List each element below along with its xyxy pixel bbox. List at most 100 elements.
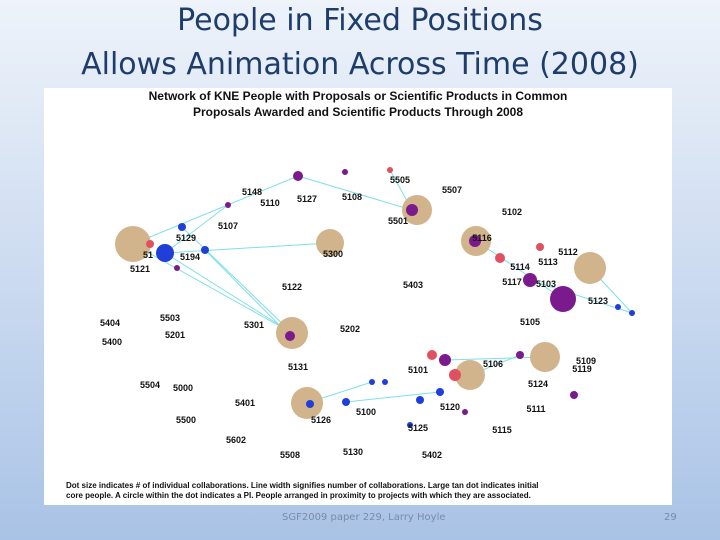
person-dot [285, 331, 295, 341]
person-dot [439, 354, 451, 366]
node-label: 5126 [311, 415, 331, 425]
core-dot [530, 342, 560, 372]
slide-title: Allows Animation Across Time (2008) [81, 47, 639, 82]
person-dot [462, 409, 468, 415]
node-label: 5113 [538, 257, 558, 267]
node-label: 5109 [576, 356, 596, 366]
core-dot [115, 226, 151, 262]
core-dot [455, 360, 485, 390]
node-label: 5105 [520, 317, 540, 327]
node-label: 5508 [280, 450, 300, 460]
node-label: 5504 [140, 380, 160, 390]
node-label: 5503 [160, 313, 180, 323]
person-dot [436, 388, 444, 396]
figure-heading: Network of KNE People with Proposals or … [149, 89, 568, 103]
person-dot [495, 253, 505, 263]
node-label: 51 [143, 250, 153, 260]
node-label: 5114 [510, 262, 530, 272]
node-label: 5194 [180, 252, 200, 262]
person-dot [523, 273, 537, 287]
figure-caption: Dot size indicates # of individual colla… [66, 481, 539, 490]
node-label: 5202 [340, 324, 360, 334]
person-dot [387, 167, 393, 173]
person-dot [178, 223, 186, 231]
node-label: 5122 [282, 282, 302, 292]
node-label: 5116 [472, 233, 492, 243]
node-label: 5505 [390, 175, 410, 185]
person-dot [293, 171, 303, 181]
person-dot [629, 310, 635, 316]
node-label: 5115 [492, 425, 512, 435]
node-label: 5112 [558, 247, 578, 257]
node-label: 5402 [422, 450, 442, 460]
person-dot [615, 304, 621, 310]
node-label: 5401 [235, 398, 255, 408]
node-label: 5103 [536, 279, 556, 289]
node-label: 5501 [388, 216, 408, 226]
node-label: 5121 [130, 264, 150, 274]
node-label: 5117 [502, 277, 522, 287]
person-dot [225, 202, 231, 208]
edge [164, 242, 331, 254]
core-dot [316, 229, 344, 257]
node-label: 5148 [242, 187, 262, 197]
node-label: 5129 [176, 233, 196, 243]
person-dot [536, 243, 544, 251]
footer-source: SGF2009 paper 229, Larry Hoyle [282, 512, 446, 523]
person-dot [201, 246, 209, 254]
person-dot [174, 265, 180, 271]
node-label: 5100 [356, 407, 376, 417]
figure-background [44, 88, 672, 505]
node-label: 5602 [226, 435, 246, 445]
edge [529, 279, 633, 314]
edge [164, 252, 293, 334]
edge [444, 356, 546, 361]
node-label: 5119 [572, 364, 592, 374]
node-label: 5120 [440, 402, 460, 412]
node-label: 5301 [244, 320, 264, 330]
person-dot [449, 369, 461, 381]
node-label: 5404 [100, 318, 120, 328]
node-label: 5131 [288, 362, 308, 372]
node-label: 5110 [260, 198, 280, 208]
node-label: 5123 [588, 296, 608, 306]
node-label: 5300 [323, 249, 343, 259]
node-label: 5201 [165, 330, 185, 340]
core-dot [574, 252, 606, 284]
node-label: 5400 [102, 337, 122, 347]
edge [164, 204, 229, 254]
edge [204, 249, 291, 337]
node-label: 5107 [218, 221, 238, 231]
figure-heading: Proposals Awarded and Scientific Product… [193, 105, 523, 119]
node-label: 5101 [408, 365, 428, 375]
person-dot [469, 235, 481, 247]
page-number: 29 [664, 512, 677, 523]
person-dot [570, 391, 578, 399]
node-label: 5124 [528, 379, 548, 389]
person-dot [516, 351, 524, 359]
node-label: 5125 [408, 423, 428, 433]
person-dot [382, 379, 388, 385]
network-figure: Network of KNE People with Proposals or … [44, 88, 672, 505]
node-label: 5127 [297, 194, 317, 204]
node-label: 5102 [502, 207, 522, 217]
node-label: 5507 [442, 185, 462, 195]
person-dot [146, 240, 154, 248]
edge [297, 175, 413, 211]
slide-title: People in Fixed Positions [177, 3, 543, 38]
node-label: 5500 [176, 415, 196, 425]
person-dot [156, 244, 174, 262]
node-label: 5108 [342, 192, 362, 202]
node-label: 5130 [343, 447, 363, 457]
person-dot [550, 286, 576, 312]
person-dot [306, 400, 314, 408]
edge [181, 226, 293, 334]
person-dot [407, 422, 413, 428]
person-dot [406, 204, 418, 216]
edge [475, 240, 564, 300]
figure-caption: core people. A circle within the dot ind… [66, 491, 531, 500]
edge [132, 175, 299, 245]
node-label: 5111 [526, 404, 545, 414]
person-dot [342, 169, 348, 175]
